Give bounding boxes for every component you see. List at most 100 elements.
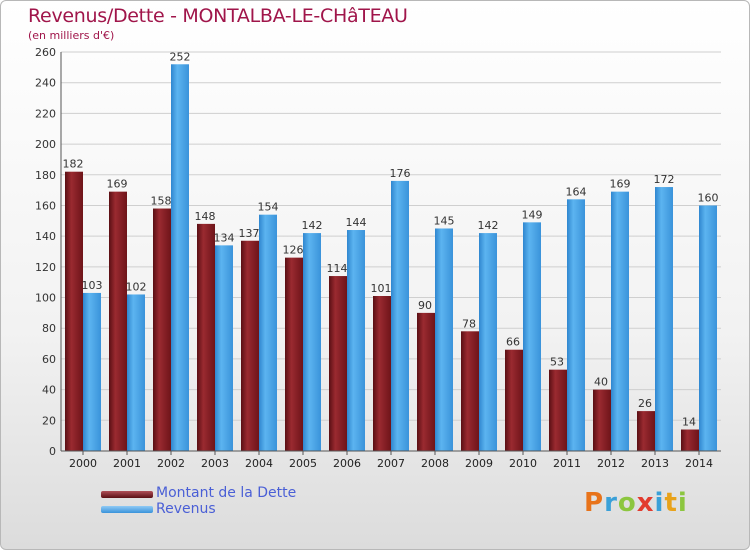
data-label: 53 bbox=[550, 356, 564, 369]
bar-revenus bbox=[611, 191, 629, 451]
x-tick-label: 2005 bbox=[289, 457, 317, 470]
legend-swatch-revenus bbox=[101, 506, 153, 513]
data-label: 101 bbox=[371, 282, 392, 295]
y-tick-label: 60 bbox=[42, 353, 56, 366]
legend-label-revenus: Revenus bbox=[156, 501, 216, 517]
data-label: 137 bbox=[239, 227, 260, 240]
data-label: 126 bbox=[283, 244, 304, 257]
y-tick-label: 160 bbox=[35, 199, 56, 212]
bar-revenus bbox=[699, 205, 717, 451]
data-label: 164 bbox=[566, 185, 587, 198]
data-label: 160 bbox=[698, 191, 719, 204]
logo-letter: t bbox=[664, 488, 678, 518]
data-label: 78 bbox=[462, 317, 476, 330]
bar-dette bbox=[461, 331, 479, 451]
chart-title: Revenus/Dette - MONTALBA-LE-CHâTEAU bbox=[28, 5, 408, 27]
x-tick-label: 2001 bbox=[113, 457, 141, 470]
x-tick-label: 2000 bbox=[69, 457, 97, 470]
x-tick-label: 2009 bbox=[465, 457, 493, 470]
data-label: 154 bbox=[258, 201, 279, 214]
bar-revenus bbox=[83, 292, 101, 451]
bar-dette bbox=[681, 429, 699, 451]
bar-dette bbox=[153, 208, 171, 451]
bar-revenus bbox=[479, 233, 497, 451]
data-label: 169 bbox=[610, 178, 631, 191]
data-label: 102 bbox=[126, 280, 147, 293]
data-label: 169 bbox=[107, 178, 128, 191]
data-label: 158 bbox=[151, 195, 172, 208]
bar-revenus bbox=[391, 180, 409, 451]
bar-revenus bbox=[259, 214, 277, 451]
bar-dette bbox=[65, 171, 83, 451]
logo-letter: i bbox=[654, 488, 665, 518]
y-tick-label: 200 bbox=[35, 138, 56, 151]
logo-letter: o bbox=[617, 488, 637, 518]
x-tick-label: 2002 bbox=[157, 457, 185, 470]
data-label: 148 bbox=[195, 210, 216, 223]
y-tick-label: 40 bbox=[42, 384, 56, 397]
bar-dette bbox=[505, 349, 523, 451]
bar-dette bbox=[417, 312, 435, 451]
y-tick-label: 20 bbox=[42, 414, 56, 427]
x-tick-label: 2011 bbox=[553, 457, 581, 470]
data-label: 144 bbox=[346, 216, 367, 229]
bar-revenus bbox=[303, 233, 321, 451]
bar-revenus bbox=[347, 230, 365, 451]
logo-letter: i bbox=[677, 488, 688, 518]
logo-letter: x bbox=[636, 488, 655, 518]
x-tick-label: 2012 bbox=[597, 457, 625, 470]
data-label: 134 bbox=[214, 231, 235, 244]
data-label: 90 bbox=[418, 299, 432, 312]
data-label: 252 bbox=[170, 50, 191, 63]
y-tick-label: 100 bbox=[35, 292, 56, 305]
x-tick-label: 2003 bbox=[201, 457, 229, 470]
data-label: 149 bbox=[522, 208, 543, 221]
x-tick-label: 2004 bbox=[245, 457, 273, 470]
logo-letter: r bbox=[604, 488, 618, 518]
bar-revenus bbox=[435, 228, 453, 451]
bar-revenus bbox=[567, 199, 585, 451]
x-tick-label: 2010 bbox=[509, 457, 537, 470]
bar-dette bbox=[285, 257, 303, 451]
data-label: 176 bbox=[390, 167, 411, 180]
data-label: 103 bbox=[82, 279, 103, 292]
legend-label-debt: Montant de la Dette bbox=[156, 485, 297, 501]
data-label: 182 bbox=[63, 158, 84, 171]
bar-dette bbox=[329, 276, 347, 451]
data-label: 26 bbox=[638, 397, 652, 410]
y-tick-label: 240 bbox=[35, 77, 56, 90]
x-tick-label: 2008 bbox=[421, 457, 449, 470]
x-tick-label: 2007 bbox=[377, 457, 405, 470]
bar-dette bbox=[197, 223, 215, 451]
y-tick-label: 80 bbox=[42, 322, 56, 335]
data-label: 66 bbox=[506, 336, 520, 349]
data-label: 142 bbox=[478, 219, 499, 232]
proxiti-logo: Proxiti bbox=[584, 488, 688, 518]
bar-revenus bbox=[127, 294, 145, 451]
data-label: 172 bbox=[654, 173, 675, 186]
y-tick-label: 180 bbox=[35, 169, 56, 182]
bar-revenus bbox=[523, 222, 541, 451]
x-tick-label: 2014 bbox=[685, 457, 713, 470]
bar-revenus bbox=[171, 64, 189, 452]
bar-dette bbox=[637, 411, 655, 451]
bar-revenus bbox=[655, 187, 673, 452]
y-tick-label: 120 bbox=[35, 261, 56, 274]
data-label: 40 bbox=[594, 376, 608, 389]
bar-revenus bbox=[215, 245, 233, 451]
data-label: 114 bbox=[327, 262, 348, 275]
y-tick-label: 260 bbox=[35, 46, 56, 59]
bar-dette bbox=[549, 369, 567, 451]
y-tick-label: 140 bbox=[35, 230, 56, 243]
logo-letter: P bbox=[584, 488, 605, 518]
bar-dette bbox=[109, 191, 127, 451]
y-tick-label: 220 bbox=[35, 107, 56, 120]
data-label: 142 bbox=[302, 219, 323, 232]
chart-subtitle: (en milliers d'€) bbox=[28, 29, 115, 42]
bar-dette bbox=[241, 240, 259, 451]
bar-dette bbox=[593, 389, 611, 451]
data-label: 145 bbox=[434, 214, 455, 227]
y-tick-label: 0 bbox=[49, 445, 56, 458]
